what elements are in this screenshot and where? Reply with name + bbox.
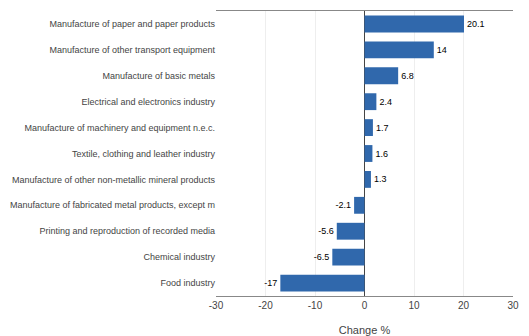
svg-text:-5.6: -5.6 [318,226,334,236]
svg-text:0: 0 [362,300,368,311]
svg-text:Chemical industry: Chemical industry [143,252,215,262]
svg-text:Manufacture of machinery and e: Manufacture of machinery and equipment n… [24,123,215,133]
svg-text:Manufacture of paper and paper: Manufacture of paper and paper products [49,19,215,29]
svg-text:Electrical and electronics ind: Electrical and electronics industry [81,97,215,107]
svg-text:-20: -20 [258,300,273,311]
svg-text:1.3: 1.3 [374,174,387,184]
svg-text:Food industry: Food industry [160,278,215,288]
svg-text:Manufacture of fabricated meta: Manufacture of fabricated metal products… [10,200,215,210]
svg-text:Manufacture of other transport: Manufacture of other transport equipment [49,45,215,55]
svg-text:Manufacture of other non-metal: Manufacture of other non-metallic minera… [12,175,216,185]
svg-text:10: 10 [408,300,420,311]
svg-text:-2.1: -2.1 [336,200,352,210]
svg-text:2.4: 2.4 [379,97,392,107]
svg-text:Textile, clothing and leather: Textile, clothing and leather industry [72,149,216,159]
svg-text:30: 30 [507,300,519,311]
svg-text:-30: -30 [209,300,224,311]
svg-text:1.7: 1.7 [376,123,389,133]
svg-text:6.8: 6.8 [401,71,414,81]
svg-text:-10: -10 [308,300,323,311]
svg-text:Printing and reproduction of r: Printing and reproduction of recorded me… [39,226,215,236]
svg-text:14: 14 [437,45,447,55]
svg-text:-6.5: -6.5 [314,252,330,262]
svg-text:Change %: Change % [339,324,391,336]
svg-text:1.6: 1.6 [375,149,388,159]
svg-text:-17: -17 [264,278,277,288]
svg-text:20.1: 20.1 [467,19,485,29]
svg-text:Manufacture of basic metals: Manufacture of basic metals [102,71,215,81]
svg-text:20: 20 [458,300,470,311]
